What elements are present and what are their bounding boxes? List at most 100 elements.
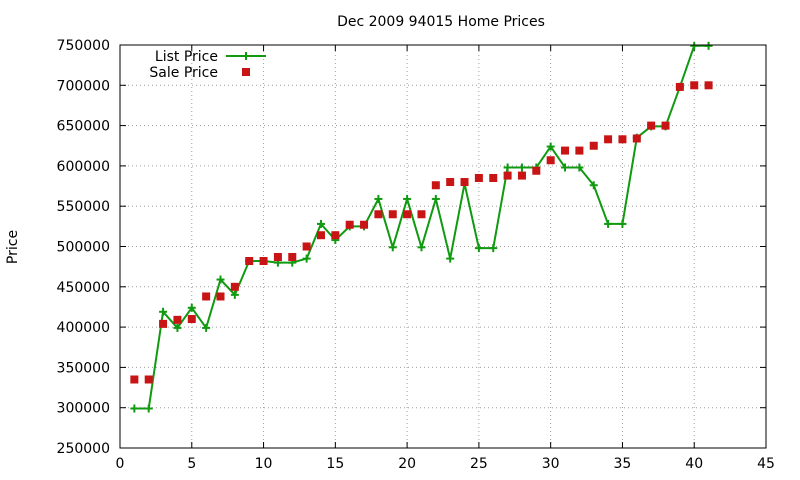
list-price-point [431, 194, 440, 203]
x-tick-label: 25 [470, 456, 488, 472]
sale-price-point [661, 121, 670, 130]
sale-price-point [474, 173, 483, 182]
sale-price-point [302, 242, 311, 251]
list-price-point [187, 303, 196, 312]
sale-price-point [331, 231, 340, 240]
plot-border [119, 44, 767, 449]
x-tick-label: 0 [116, 456, 125, 472]
list-price-point [704, 41, 713, 50]
legend-label: Sale Price [149, 65, 218, 81]
y-tick-label: 700000 [57, 78, 110, 94]
x-tick-label: 40 [685, 456, 703, 472]
sale-price-point [431, 181, 440, 190]
series-sale-price [130, 81, 713, 384]
sale-price-point [647, 121, 656, 130]
list-price-point [374, 194, 383, 203]
sale-price-point [632, 134, 641, 143]
sale-price-point [446, 178, 455, 187]
sale-price-point [517, 171, 526, 180]
sale-price-point [216, 292, 225, 301]
series-layer [130, 41, 713, 413]
x-tick-label: 15 [326, 456, 344, 472]
list-price-point [316, 219, 325, 228]
sale-price-point [316, 231, 325, 240]
sale-price-point [388, 210, 397, 219]
y-tick-label: 500000 [57, 240, 110, 256]
list-price-point [618, 219, 627, 228]
legend-label: List Price [155, 49, 218, 65]
sale-price-point [489, 173, 498, 182]
y-tick-label: 550000 [57, 199, 110, 215]
y-tick-label: 350000 [57, 360, 110, 376]
list-price-point [230, 290, 239, 299]
list-price-point [388, 243, 397, 252]
list-price-point [173, 323, 182, 332]
sale-price-point [460, 178, 469, 187]
y-tick-label: 250000 [57, 441, 110, 457]
list-price-point [489, 244, 498, 253]
list-price-point [417, 243, 426, 252]
sale-price-point [575, 146, 584, 155]
x-tick-label: 45 [757, 456, 775, 472]
y-tick-label: 650000 [57, 119, 110, 135]
sale-price-point [187, 315, 196, 324]
sale-price-point [259, 257, 268, 266]
sale-price-point [230, 282, 239, 291]
sale-price-point [675, 82, 684, 91]
grid-lines [120, 45, 766, 448]
list-price-point [561, 163, 570, 172]
legend-square-marker [242, 68, 250, 76]
sale-price-point [532, 166, 541, 175]
list-price-point [130, 404, 139, 413]
sale-price-point [360, 220, 369, 229]
sale-price-point [130, 375, 139, 384]
list-price-point [503, 163, 512, 172]
sale-price-point [403, 210, 412, 219]
sale-price-point [173, 315, 182, 324]
x-tick-label: 35 [614, 456, 632, 472]
sale-price-point [273, 252, 282, 261]
sale-price-point [245, 257, 254, 266]
x-tick-label: 5 [187, 456, 196, 472]
legend-plus-marker [242, 52, 250, 60]
list-price-point [604, 219, 613, 228]
y-axis-label: Price [5, 230, 21, 264]
x-tick-label: 10 [255, 456, 273, 472]
sale-price-point [288, 252, 297, 261]
list-price-point [589, 181, 598, 190]
series-list-price [130, 41, 713, 413]
sale-price-point [604, 135, 613, 144]
sale-price-point [618, 135, 627, 144]
list-price-point [575, 163, 584, 172]
sale-price-point [159, 319, 168, 328]
axis-ticks: 0 5 10 15 20 25 30 35 40 45 250000 300000 350000 4000… [57, 38, 775, 472]
y-tick-label: 300000 [57, 401, 110, 417]
list-price-point [546, 142, 555, 151]
sale-price-point [417, 210, 426, 219]
sale-price-point [704, 81, 713, 90]
list-price-point [690, 41, 699, 50]
list-price-point [446, 254, 455, 263]
list-price-point [403, 194, 412, 203]
y-tick-label: 600000 [57, 159, 110, 175]
y-tick-label: 750000 [57, 38, 110, 54]
y-tick-label: 450000 [57, 280, 110, 296]
y-tick-label: 400000 [57, 320, 110, 336]
sale-price-point [345, 220, 354, 229]
x-tick-label: 30 [542, 456, 560, 472]
sale-price-point [503, 171, 512, 180]
list-price-point [517, 163, 526, 172]
sale-price-point [144, 375, 153, 384]
sale-price-point [374, 210, 383, 219]
sale-price-point [690, 81, 699, 90]
x-tick-label: 20 [398, 456, 416, 472]
sale-price-point [202, 292, 211, 301]
list-price-point [474, 244, 483, 253]
sale-price-point [561, 146, 570, 155]
list-price-point [302, 254, 311, 263]
list-price-point [159, 307, 168, 316]
sale-price-point [589, 141, 598, 150]
list-price-point [144, 404, 153, 413]
